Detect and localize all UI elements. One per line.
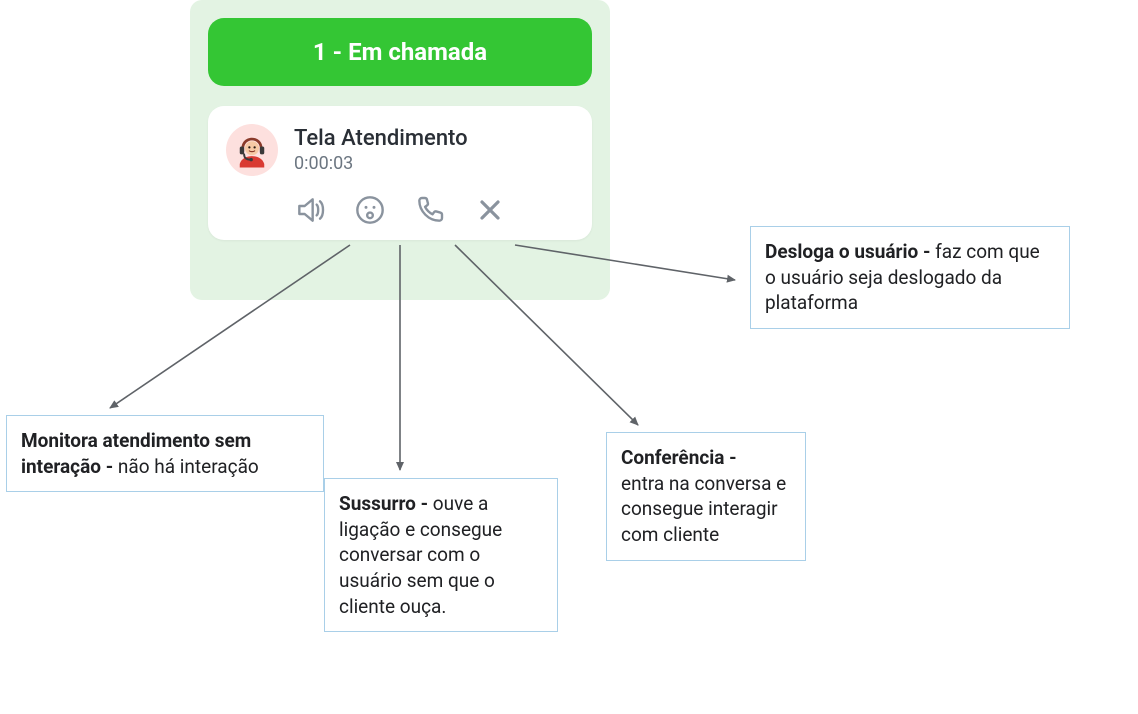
speaker-icon xyxy=(294,194,326,226)
callout-conference-title: Conferência - xyxy=(621,446,737,469)
callout-whisper-title: Sussurro - xyxy=(339,492,433,515)
call-widget-panel: 1 - Em chamada Tela xyxy=(190,0,610,300)
call-card-header: Tela Atendimento 0:00:03 xyxy=(226,124,574,176)
callout-logout-title: Desloga o usuário - xyxy=(765,240,935,263)
callout-monitor-body: não há interação xyxy=(118,455,259,478)
callout-monitor: Monitora atendimento sem interação - não… xyxy=(6,415,324,492)
call-timer: 0:00:03 xyxy=(294,153,468,174)
phone-icon xyxy=(414,194,446,226)
conference-button[interactable] xyxy=(414,194,446,226)
callout-conference: Conferência - entra na conversa e conseg… xyxy=(606,432,806,561)
callout-whisper: Sussurro - ouve a ligação e consegue con… xyxy=(324,478,558,632)
logout-button[interactable] xyxy=(474,194,506,226)
whisper-button[interactable] xyxy=(354,194,386,226)
call-card: Tela Atendimento 0:00:03 xyxy=(208,106,592,240)
monitor-button[interactable] xyxy=(294,194,326,226)
headset-agent-icon xyxy=(231,129,273,171)
face-whisper-icon xyxy=(354,194,386,226)
callout-logout: Desloga o usuário - faz com que o usuári… xyxy=(750,226,1070,329)
call-status-pill: 1 - Em chamada xyxy=(208,18,592,86)
callout-conference-body: entra na conversa e consegue interagir c… xyxy=(621,472,786,546)
call-card-title: Tela Atendimento xyxy=(294,126,468,151)
agent-avatar xyxy=(226,124,278,176)
call-card-text: Tela Atendimento 0:00:03 xyxy=(294,126,468,174)
close-icon xyxy=(474,194,506,226)
call-action-row xyxy=(226,190,574,226)
call-status-label: 1 - Em chamada xyxy=(313,38,487,66)
